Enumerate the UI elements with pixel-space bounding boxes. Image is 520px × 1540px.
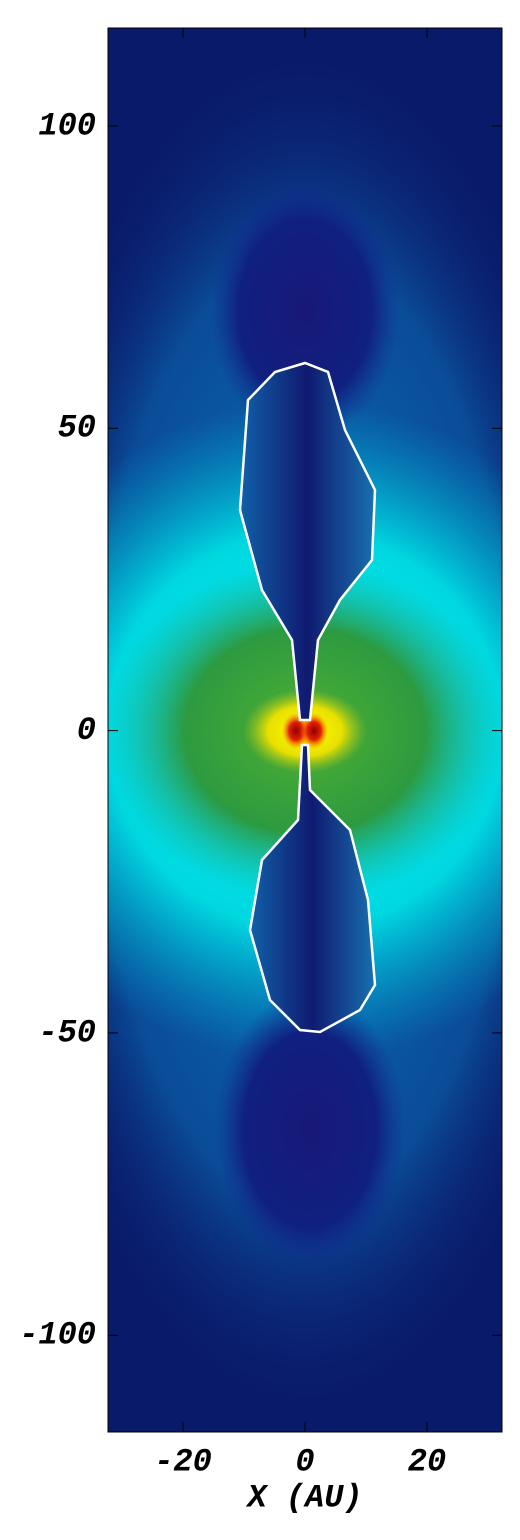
- y-tick-label: 100: [38, 107, 96, 144]
- x-axis-label: X (AU): [245, 1479, 362, 1516]
- y-tick-label: 50: [58, 410, 96, 447]
- x-tick-label: -20: [154, 1443, 212, 1480]
- density-map: [108, 28, 502, 1432]
- x-tick-label: 0: [295, 1443, 314, 1480]
- x-tick-label: 20: [408, 1443, 446, 1480]
- y-tick-label: -50: [38, 1014, 96, 1051]
- y-tick-label: 0: [77, 712, 96, 749]
- y-tick-label: -100: [19, 1317, 96, 1354]
